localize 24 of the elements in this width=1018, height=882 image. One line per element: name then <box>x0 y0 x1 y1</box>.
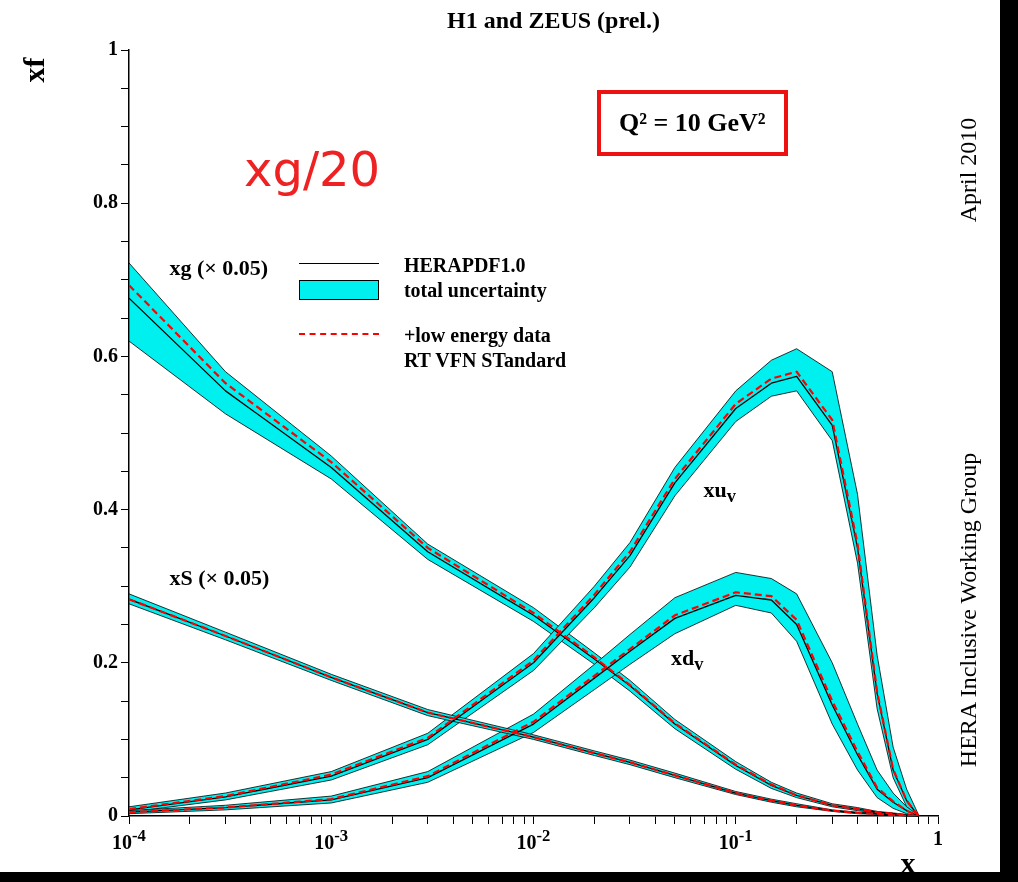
annotation: xd$_{v}$ <box>671 645 704 675</box>
y-tick-label: 0.4 <box>93 496 118 519</box>
y-tick-label: 1 <box>108 37 118 60</box>
x-tick-label: 10$^{-2}$ <box>516 826 551 853</box>
y-tick-label: 0.8 <box>93 190 118 213</box>
annotation: xg (× 0.05) <box>169 254 269 280</box>
text: HERA Inclusive Working Group <box>955 452 981 768</box>
y-tick-label: 0.6 <box>93 343 118 366</box>
annotation: xS (× 0.05) <box>169 565 270 591</box>
text: April 2010 <box>955 117 981 223</box>
annotation: Q² = 10 GeV² <box>597 90 788 156</box>
x-tick-label: 10$^{-3}$ <box>314 826 349 853</box>
x-tick-label: 10$^{-4}$ <box>112 826 146 853</box>
y-tick-label: 0 <box>108 803 118 826</box>
y-axis-title: xf <box>17 57 50 83</box>
legend-label: HERAPDF1.0 <box>403 253 526 278</box>
x-tick-label: 10$^{-1}$ <box>718 826 753 853</box>
annotation: total uncertainty <box>403 278 547 303</box>
chart-title: H1 and ZEUS (prel.) <box>447 7 660 33</box>
annotation: xg/20 <box>244 141 381 197</box>
y-tick-label: 0.2 <box>93 649 118 672</box>
x-tick-label: 1 <box>933 827 943 849</box>
annotation: xu$_{v}$ <box>703 476 736 507</box>
legend-label: +low energy data RT VFN STandard <box>403 323 567 373</box>
